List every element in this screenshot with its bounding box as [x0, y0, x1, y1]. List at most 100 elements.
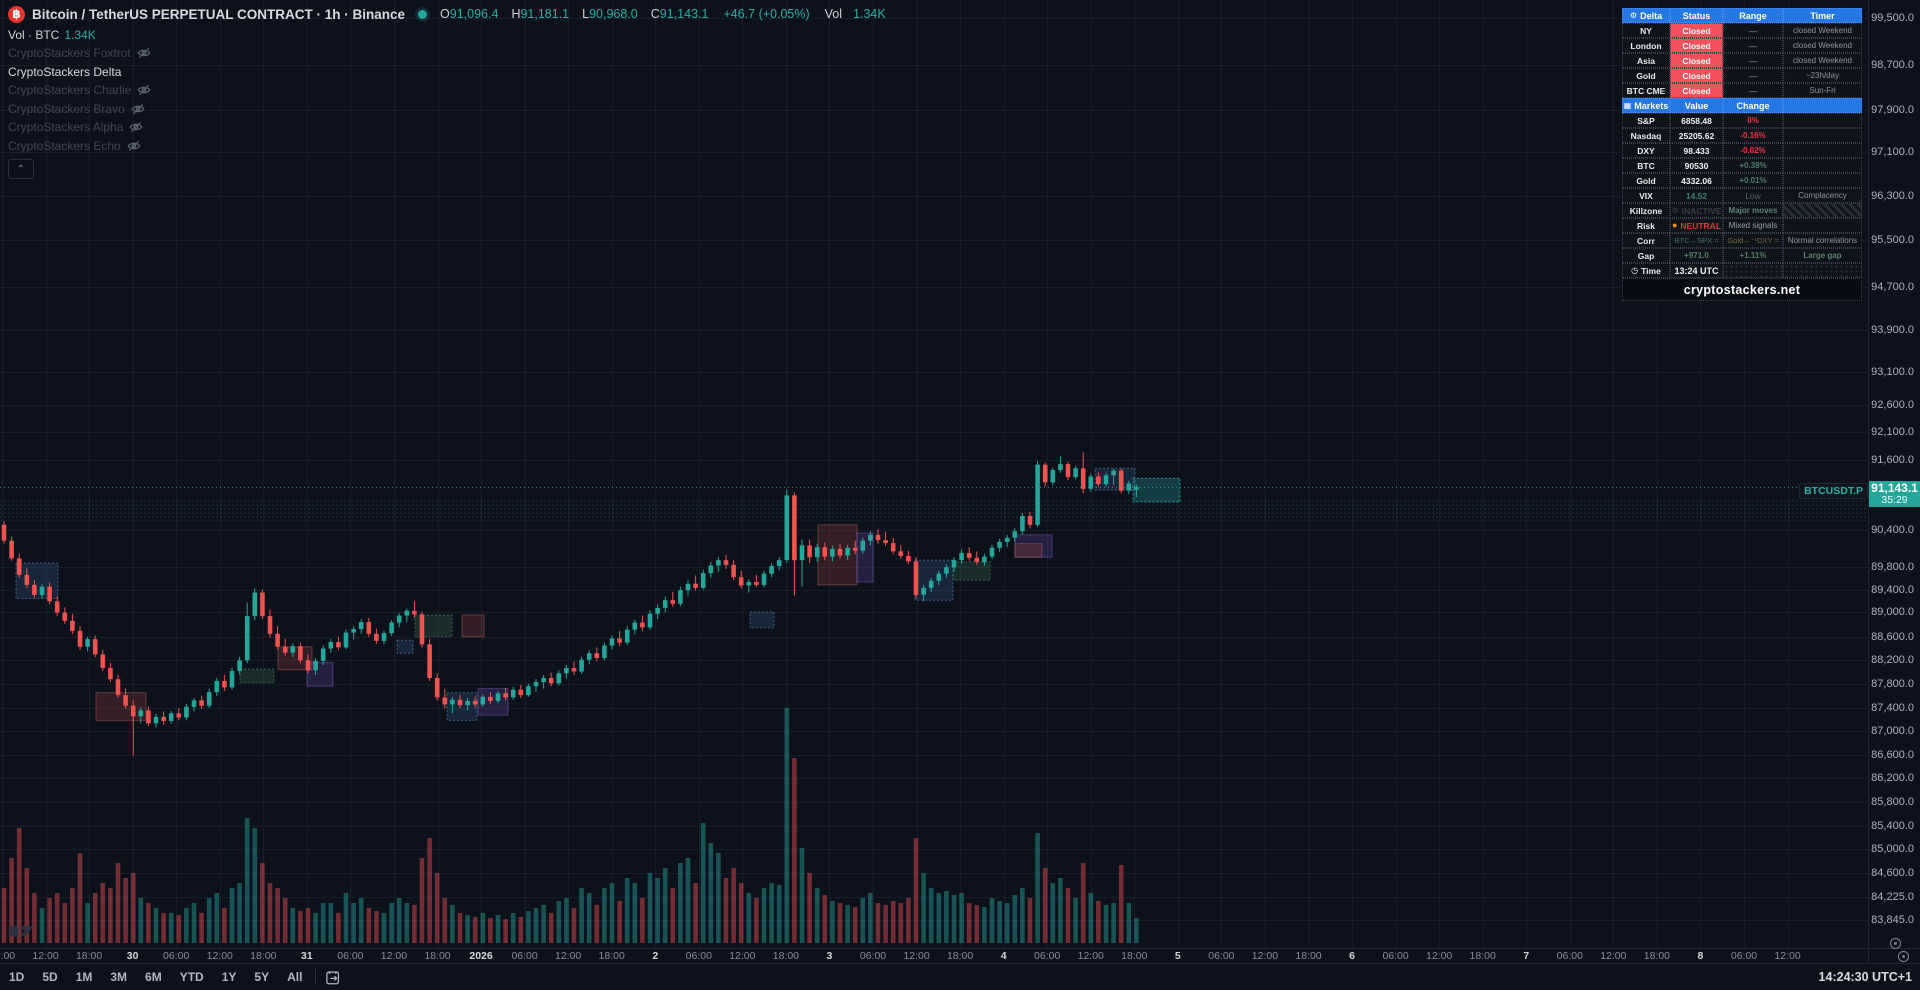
panel-cell: Timer [1783, 8, 1862, 23]
panel-row: ⚙ Delta Status Range Timer [1622, 8, 1862, 23]
panel-cell: Risk [1622, 218, 1670, 233]
panel-cell: VIX [1622, 188, 1670, 203]
price-tick: 88,200.0 [1871, 654, 1914, 666]
eye-off-icon[interactable] [131, 103, 145, 115]
toolbar-divider [315, 969, 317, 985]
bottom-toolbar: 1D 5D 1M 3M 6M YTD 1Y 5Y All 14:24:30 UTC+1 [0, 964, 1920, 990]
time-tick: 31 [301, 950, 313, 962]
time-tick: 06:00 [685, 950, 712, 962]
tradingview-logo-icon[interactable] [10, 916, 36, 945]
toolbar-separator [0, 963, 1920, 964]
price-tick: 85,000.0 [1871, 843, 1914, 855]
range-button-all[interactable]: All [287, 970, 303, 984]
panel-row: Risk ● NEUTRAL Mixed signals [1622, 218, 1862, 233]
panel-cell: 90530 [1670, 158, 1723, 173]
price-axis-settings-icon[interactable] [1889, 937, 1902, 955]
legend-collapse-button[interactable]: ⌃ [8, 159, 34, 179]
time-tick: 06:00 [163, 950, 190, 962]
time-tick: 06:00 [337, 950, 364, 962]
time-tick: 18:00 [1469, 950, 1496, 962]
price-tick: 85,800.0 [1871, 796, 1914, 808]
panel-row: London Closed — closed Weekend [1622, 38, 1862, 53]
panel-row: Gap +971.0 +1.11% Large gap [1622, 248, 1862, 263]
range-button-1d[interactable]: 1D [9, 970, 25, 984]
legend-volume-row[interactable]: Vol · BTC 1.34K [8, 26, 151, 44]
panel-cell: Closed [1670, 53, 1723, 68]
range-button-1m[interactable]: 1M [75, 970, 93, 984]
panel-cell: 13:24 UTC [1670, 263, 1723, 278]
legend-row-cryptostackers-bravo[interactable]: CryptoStackers Bravo [8, 100, 151, 119]
range-button-5y[interactable]: 5Y [254, 970, 270, 984]
panel-cell: 14.52 [1670, 188, 1723, 203]
panel-row: DXY 98.433 -0.02% [1622, 143, 1862, 158]
range-button-5d[interactable]: 5D [42, 970, 58, 984]
gear-dim-icon: ⚙ [1671, 205, 1679, 215]
market-status-dot-icon[interactable] [418, 9, 428, 19]
panel-cell: Closed [1670, 23, 1723, 38]
panel-cell: Range [1723, 8, 1783, 23]
legend-row-cryptostackers-charlie[interactable]: CryptoStackers Charlie [8, 81, 151, 100]
panel-cell: Asia [1622, 53, 1670, 68]
panel-cell: Mixed signals [1723, 218, 1783, 233]
time-tick: 12:00 [903, 950, 930, 962]
eye-off-icon[interactable] [137, 84, 151, 96]
panel-row: BTC CME Closed — Sun-Fri [1622, 83, 1862, 98]
ohlc-high: H91,181.1 [511, 7, 570, 21]
panel-row: VIX 14.52 Low Complacency [1622, 188, 1862, 203]
panel-cell: ~23h/day [1783, 68, 1862, 83]
panel-row: S&P 6858.48 0% [1622, 113, 1862, 128]
legend-row-cryptostackers-echo[interactable]: CryptoStackers Echo [8, 137, 151, 156]
panel-cell: ⚙ Delta [1622, 8, 1670, 23]
eye-off-icon[interactable] [137, 47, 151, 59]
legend-row-cryptostackers-delta[interactable]: CryptoStackers Delta [8, 63, 151, 82]
panel-cell [1783, 143, 1862, 158]
eye-off-icon[interactable] [129, 121, 143, 133]
time-tick: 8 [1697, 950, 1704, 962]
legend-row-cryptostackers-foxtrot[interactable]: CryptoStackers Foxtrot [8, 44, 151, 63]
time-axis[interactable]: 06:00 12:00 18:00 30 06:00 12:00 18:00 31 06:00 1… [0, 949, 1868, 963]
price-tick: 89,400.0 [1871, 584, 1914, 596]
symbol-title[interactable]: Bitcoin / TetherUS PERPETUAL CONTRACT · … [32, 6, 406, 22]
price-tick: 87,800.0 [1871, 678, 1914, 690]
range-button-3m[interactable]: 3M [110, 970, 128, 984]
panel-cell: BTC CME [1622, 83, 1670, 98]
price-tick: 89,800.0 [1871, 561, 1914, 573]
current-price-label: 91,143.1 35:29 [1869, 481, 1920, 507]
price-tick: 84,600.0 [1871, 867, 1914, 879]
panel-cell: -0.02% [1723, 143, 1783, 158]
time-tick: 12:00 [1774, 950, 1801, 962]
delta-dashboard-panel: ⚙ Delta Status Range Timer NY Closed — closed We… [1622, 8, 1862, 301]
panel-cell: Status [1670, 8, 1723, 23]
time-tick: 12:00 [1251, 950, 1279, 962]
time-tick: 06:00 [0, 950, 16, 962]
panel-cell [1783, 218, 1862, 233]
range-button-ytd[interactable]: YTD [179, 970, 204, 984]
panel-cell: Nasdaq [1622, 128, 1670, 143]
eye-off-icon[interactable] [127, 140, 141, 152]
legend-row-cryptostackers-alpha[interactable]: CryptoStackers Alpha [8, 118, 151, 137]
time-axis-settings-icon[interactable] [1897, 950, 1910, 968]
panel-cell: closed Weekend [1783, 53, 1862, 68]
time-tick: 12:00 [380, 950, 408, 962]
time-tick: 06:00 [1556, 950, 1583, 962]
panel-cell [1783, 128, 1862, 143]
panel-row: Killzone ⚙ INACTIVE Major moves [1622, 203, 1862, 218]
range-button-1y[interactable]: 1Y [221, 970, 237, 984]
legend-volume-name: Vol · BTC [8, 28, 60, 42]
time-tick: 5 [1174, 950, 1181, 962]
session-clock[interactable]: 14:24:30 UTC+1 [1818, 970, 1912, 984]
panel-cell: closed Weekend [1783, 38, 1862, 53]
range-button-6m[interactable]: 6M [145, 970, 162, 984]
panel-cell: Gold↔⁻¹DXY ≈ [1723, 233, 1783, 248]
chart-canvas[interactable] [0, 0, 1868, 948]
price-axis[interactable]: 99,500.0 98,700.0 97,900.0 97,100.0 96,300.0… [1869, 0, 1920, 948]
go-to-date-button[interactable] [326, 970, 342, 985]
time-tick: 06:00 [1208, 950, 1235, 962]
price-tick: 86,600.0 [1871, 749, 1914, 761]
time-tick: 7 [1523, 950, 1530, 962]
current-price-value: 91,143.1 [1871, 481, 1918, 495]
indicator-name: CryptoStackers Alpha [8, 120, 124, 135]
time-tick: 18:00 [250, 950, 277, 962]
price-tick: 97,100.0 [1871, 146, 1914, 158]
panel-cell: Closed [1670, 68, 1723, 83]
